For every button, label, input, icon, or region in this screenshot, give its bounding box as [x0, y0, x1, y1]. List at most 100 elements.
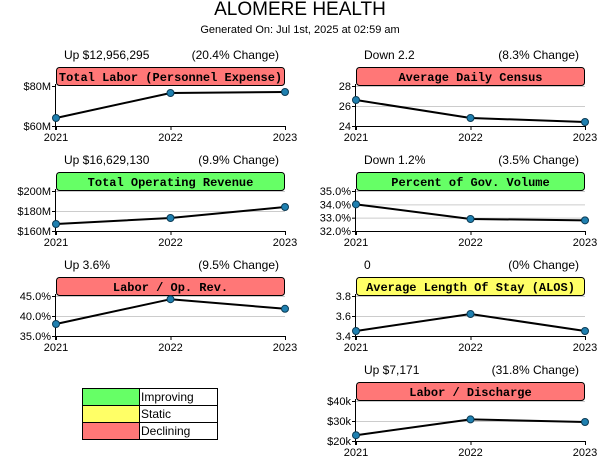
kpi-change-value: Down 2.2 [364, 48, 415, 62]
x-tick-label: 2023 [273, 237, 297, 249]
data-point [466, 215, 475, 223]
x-tick-label: 2021 [344, 132, 368, 144]
x-tick-label: 2022 [158, 132, 182, 144]
legend-label-improving: Improving [139, 388, 218, 406]
y-tick-label: 33.0% [320, 213, 351, 225]
x-tick-label: 2023 [573, 447, 597, 459]
x-tick-label: 2021 [344, 342, 368, 354]
report-title: ALOMERE HEALTH [214, 0, 386, 20]
y-tick-label: 3.6 [336, 311, 351, 323]
y-tick-label: 40.0% [20, 311, 51, 323]
x-tick-label: 2021 [44, 132, 68, 144]
kpi-panel-4: Down 1.2% (3.5% Change) Percent of Gov. Vo… [320, 153, 597, 249]
data-point [581, 216, 589, 225]
y-tick-label: $30k [327, 416, 351, 428]
y-tick-label: 3.4 [336, 331, 351, 343]
kpi-percent-change: (20.4% Change) [192, 48, 279, 62]
kpi-title: Average Length Of Stay (ALOS) [366, 281, 575, 295]
x-tick-label: 2022 [458, 342, 482, 354]
kpi-percent-change: (0% Change) [508, 258, 579, 272]
kpi-change-value: 0 [364, 258, 371, 272]
kpi-panel-7: Up $7,171 (31.8% Change) Labor / Discharge… [327, 363, 597, 459]
y-tick-label: 45.0% [20, 291, 51, 303]
legend-swatch-static [82, 405, 140, 423]
data-point [166, 295, 175, 304]
data-point [352, 96, 360, 104]
data-point [352, 200, 360, 209]
legend-row-static: Static [82, 405, 218, 423]
data-point [581, 327, 589, 335]
x-tick-label: 2022 [458, 237, 482, 249]
kpi-title: Labor / Op. Rev. [113, 281, 228, 295]
x-tick-label: 2021 [344, 447, 368, 459]
legend-label-static: Static [139, 405, 218, 423]
kpi-title: Labor / Discharge [409, 386, 531, 400]
data-point [281, 88, 289, 96]
kpi-title: Average Daily Census [398, 71, 542, 85]
data-point [52, 220, 60, 228]
data-point [166, 214, 175, 222]
legend-swatch-improving [82, 388, 140, 406]
y-tick-label: $20k [327, 436, 351, 448]
kpi-percent-change: (31.8% Change) [492, 363, 579, 377]
data-point [466, 310, 475, 318]
y-tick-label: 26 [339, 101, 351, 113]
kpi-status-band [356, 67, 585, 86]
kpi-panel-5: Up 3.6% (9.5% Change) Labor / Op. Rev. 35.0… [20, 258, 297, 354]
y-tick-label: 35.0% [20, 331, 51, 343]
kpi-change-value: Up $12,956,295 [64, 48, 150, 62]
x-tick-label: 2021 [344, 237, 368, 249]
kpi-status-band [56, 67, 285, 86]
x-tick-label: 2023 [573, 132, 597, 144]
data-point [352, 327, 360, 335]
status-legend: Improving Static Declining [82, 388, 218, 440]
legend-row-declining: Declining [82, 422, 218, 440]
kpi-change-value: Up 3.6% [64, 258, 110, 272]
kpi-percent-change: (9.9% Change) [198, 153, 279, 167]
y-tick-label: 32.0% [320, 226, 351, 238]
x-tick-label: 2022 [458, 447, 482, 459]
kpi-title: Total Operating Revenue [88, 176, 254, 190]
kpi-percent-change: (8.3% Change) [498, 48, 579, 62]
data-point [466, 415, 475, 424]
kpi-percent-change: (9.5% Change) [198, 258, 279, 272]
y-tick-label: $160M [17, 226, 51, 238]
y-tick-label: $180M [17, 206, 51, 218]
x-tick-label: 2023 [273, 132, 297, 144]
data-point [281, 203, 289, 211]
kpi-change-value: Down 1.2% [364, 153, 426, 167]
y-tick-label: 34.0% [320, 199, 351, 211]
y-tick-label: $80M [23, 81, 51, 93]
y-tick-label: 3.8 [336, 291, 351, 303]
data-point [581, 118, 589, 126]
x-tick-label: 2023 [573, 237, 597, 249]
kpi-change-value: Up $16,629,130 [64, 153, 150, 167]
kpi-status-band [356, 277, 585, 296]
kpi-panel-6: 0 (0% Change) Average Length Of Stay (ALOS… [336, 258, 598, 354]
data-point [466, 114, 475, 122]
data-point [52, 320, 60, 328]
y-tick-label: $200M [17, 186, 51, 198]
kpi-percent-change: (3.5% Change) [498, 153, 579, 167]
kpi-title: Percent of Gov. Volume [391, 176, 549, 190]
data-point [352, 431, 360, 440]
data-point [52, 114, 60, 122]
y-tick-label: 28 [339, 81, 351, 93]
y-tick-label: 24 [339, 121, 351, 133]
kpi-title: Total Labor (Personnel Expense) [59, 71, 282, 85]
kpi-panel-1: Up $12,956,295 (20.4% Change) Total Labor … [23, 48, 297, 144]
y-tick-label: 35.0% [320, 186, 351, 198]
kpi-status-band [356, 172, 585, 191]
kpi-change-value: Up $7,171 [364, 363, 420, 377]
legend-label-declining: Declining [139, 422, 218, 440]
kpi-panel-2: Down 2.2 (8.3% Change) Average Daily Censu… [339, 48, 597, 144]
data-point [166, 89, 175, 97]
x-tick-label: 2021 [44, 342, 68, 354]
kpi-status-band [356, 382, 585, 401]
x-tick-label: 2023 [273, 342, 297, 354]
report-generated-date: Generated On: Jul 1st, 2025 at 02:59 am [200, 24, 400, 36]
legend-swatch-declining [82, 422, 140, 440]
x-tick-label: 2022 [458, 132, 482, 144]
x-tick-label: 2021 [44, 237, 68, 249]
